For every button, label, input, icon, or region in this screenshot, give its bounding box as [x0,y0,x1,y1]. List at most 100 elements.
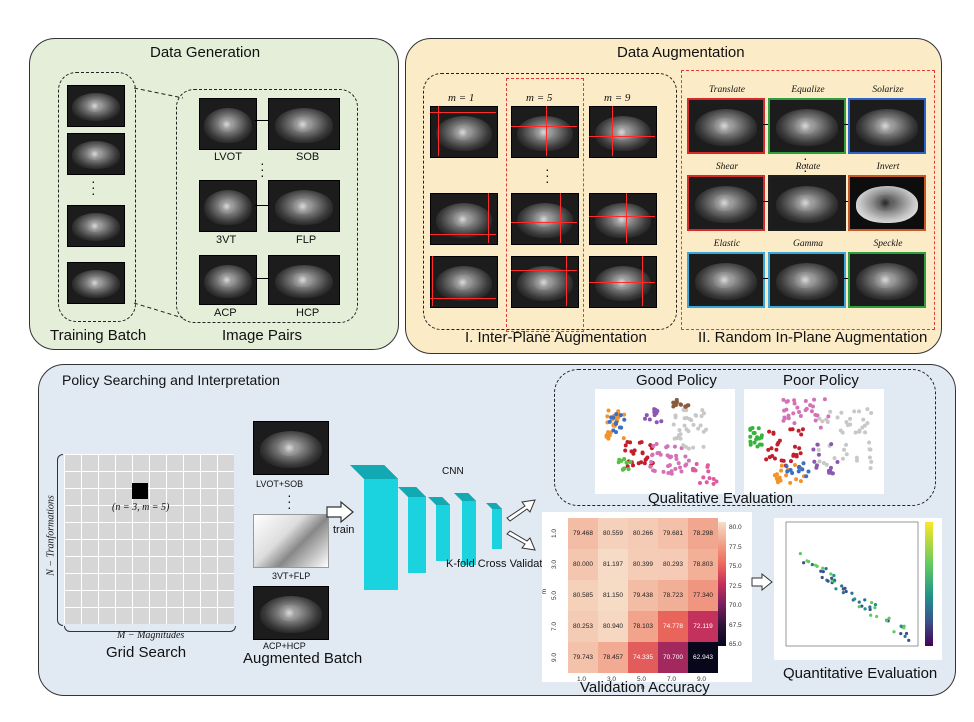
quant-point [873,603,878,607]
tsne-point [675,435,680,440]
tsne-point [826,414,831,419]
pair-acp-image [199,255,257,305]
tsne-point [774,447,779,452]
tsne-point [631,451,636,456]
op-label-translate: Translate [709,85,745,95]
tsne-point [671,422,676,427]
tsne-point [784,464,789,469]
quant-point [870,600,874,605]
x-axis-label: M − Magnitudes [117,630,185,641]
pair-hcp-label: HCP [296,307,320,319]
tsne-point [772,456,777,461]
tsne-point [706,469,711,474]
tsne-point [611,428,616,433]
quant-point [844,589,848,594]
pair-acp-label: ACP [214,307,237,319]
cnn-label: CNN [442,466,464,477]
op-label-equalize: Equalize [791,85,825,95]
tsne-point [686,458,691,463]
tsne-point [699,414,704,419]
tsne-point [631,463,636,468]
tsne-point [784,473,789,478]
op-label-speckle: Speckle [873,239,903,249]
op-image-solarize [848,98,926,154]
tsne-point [748,439,753,444]
tsne-point [674,456,679,461]
tsne-point [628,460,633,465]
quant-point [887,616,891,620]
pair-flp-label: FLP [296,234,317,246]
tsne-point [800,427,805,432]
tsne-point [869,459,874,464]
cnn-layer-2 [398,487,426,573]
tsne-point [751,430,756,435]
cnn-layer-5 [486,503,502,549]
tsne-point [824,417,829,422]
tsne-point [673,466,678,471]
quant-point [907,638,911,642]
train-label: train [333,524,355,536]
tsne-point [648,464,653,469]
heatmap-cell: 74.778 [658,611,688,642]
quant-point [805,559,809,563]
op-connector [844,201,848,202]
tsne-point [652,407,657,412]
tsne-point [691,467,696,472]
tsne-point [622,412,627,417]
op-image-shear [687,175,765,231]
tsne-point [674,453,679,458]
tsne-point [857,409,862,414]
good-policy-tsne [595,389,735,494]
tsne-point [654,442,659,447]
tsne-point [816,452,821,457]
tsne-point [790,470,795,475]
heatmap-cell: 70.700 [658,642,688,673]
tsne-point [844,452,849,457]
tsne-point [796,469,801,474]
quant-point [857,600,861,604]
tsne-point [707,476,712,481]
tsne-point [785,469,790,474]
colorbar-tick: 72.5 [729,582,742,590]
cnn-layer-3 [428,497,450,561]
tsne-point [659,419,664,424]
crop-line [589,136,655,137]
m-label-5: m = 5 [526,92,553,104]
quantitative-arrow [751,572,773,592]
quant-point [841,591,845,595]
quant-point [853,597,857,601]
quant-point [850,591,854,595]
op-image-gamma [768,252,846,308]
tsne-point [655,408,660,413]
quant-point [826,579,830,583]
quant-point [833,578,837,582]
heatmap-cell: 74.335 [628,642,658,673]
tsne-point [863,430,868,435]
op-label-invert: Invert [876,162,900,172]
tsne-point [824,462,829,467]
train-arrow [326,500,354,524]
tsne-point [658,452,663,457]
tsne-point [711,481,716,486]
tsne-point [686,429,691,434]
tsne-point [678,465,683,470]
crop-line [546,106,547,156]
tsne-point [865,421,870,426]
tsne-point [759,442,764,447]
image-pairs-label: Image Pairs [222,327,303,344]
tsne-point [790,427,795,432]
tsne-point [691,445,696,450]
tsne-point [639,460,644,465]
tsne-point [748,434,753,439]
tsne-point [793,463,798,468]
tsne-point [817,416,822,421]
quant-point [869,613,873,617]
grid-search-label: Grid Search [106,644,187,661]
poor-policy-tsne [744,389,884,494]
tsne-point [666,471,671,476]
tsne-point [804,474,809,479]
tsne-point [654,420,659,425]
tsne-point [625,440,630,445]
crop-line [488,193,489,243]
